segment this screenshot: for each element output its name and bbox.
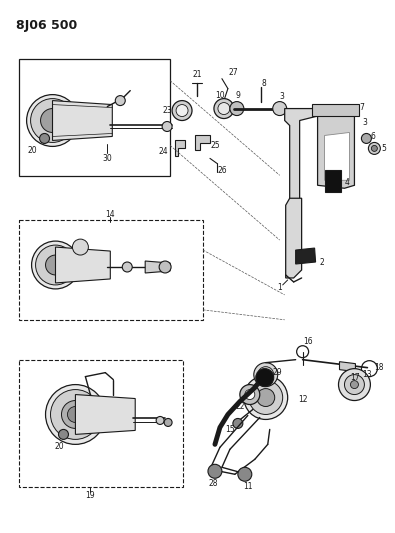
Circle shape	[214, 99, 234, 118]
Circle shape	[361, 133, 371, 143]
Text: 10: 10	[215, 91, 225, 100]
Text: 3: 3	[279, 92, 284, 101]
Text: 3: 3	[362, 118, 367, 127]
Bar	[19, 220, 203, 320]
Text: 29: 29	[273, 368, 282, 377]
Text: 9: 9	[235, 91, 240, 100]
Circle shape	[240, 385, 260, 405]
Circle shape	[369, 142, 380, 155]
Polygon shape	[175, 140, 185, 156]
Text: 8J06 500: 8J06 500	[16, 19, 77, 32]
Circle shape	[249, 381, 283, 415]
Circle shape	[218, 102, 230, 115]
Text: 30: 30	[102, 154, 112, 163]
Text: 7: 7	[359, 103, 364, 112]
Text: 5: 5	[381, 144, 386, 153]
Circle shape	[122, 262, 132, 272]
Circle shape	[257, 389, 275, 407]
Polygon shape	[325, 171, 342, 192]
Text: 1: 1	[277, 284, 282, 293]
Circle shape	[254, 362, 278, 386]
Text: 2: 2	[319, 257, 324, 266]
Circle shape	[62, 400, 89, 429]
Polygon shape	[195, 135, 210, 150]
Text: 20: 20	[28, 146, 38, 155]
Bar	[19, 360, 183, 487]
Circle shape	[344, 375, 365, 394]
Text: 8: 8	[261, 79, 266, 88]
Text: 11: 11	[243, 482, 252, 491]
Polygon shape	[286, 198, 302, 278]
Circle shape	[156, 416, 164, 424]
Circle shape	[245, 390, 255, 400]
Circle shape	[58, 430, 68, 439]
Text: 4: 4	[345, 178, 350, 187]
Circle shape	[26, 94, 79, 147]
Circle shape	[176, 104, 188, 117]
Circle shape	[68, 407, 83, 423]
Text: 16: 16	[303, 337, 312, 346]
Text: 13: 13	[363, 370, 372, 379]
Circle shape	[159, 261, 171, 273]
Polygon shape	[318, 106, 354, 188]
Circle shape	[72, 239, 88, 255]
Text: 22: 22	[235, 402, 245, 411]
Polygon shape	[339, 362, 356, 372]
Circle shape	[41, 109, 64, 133]
Circle shape	[339, 369, 371, 400]
Circle shape	[32, 241, 79, 289]
Text: 12: 12	[298, 395, 307, 404]
Text: 14: 14	[105, 209, 115, 219]
Polygon shape	[325, 133, 350, 180]
Polygon shape	[53, 101, 112, 140]
Text: 18: 18	[374, 363, 384, 372]
Text: 24: 24	[158, 147, 168, 156]
Polygon shape	[145, 261, 170, 273]
Bar	[19, 59, 170, 176]
Text: 20: 20	[55, 442, 64, 451]
Circle shape	[162, 122, 172, 132]
Text: 28: 28	[208, 479, 218, 488]
Text: 17: 17	[351, 373, 360, 382]
Circle shape	[256, 369, 274, 386]
Text: 23: 23	[162, 106, 172, 115]
Circle shape	[244, 376, 288, 419]
Text: 6: 6	[371, 132, 376, 141]
Circle shape	[164, 418, 172, 426]
Circle shape	[230, 102, 244, 116]
Circle shape	[40, 133, 49, 143]
Circle shape	[238, 467, 252, 481]
Text: 21: 21	[192, 70, 202, 79]
Circle shape	[172, 101, 192, 120]
Polygon shape	[285, 109, 320, 200]
Text: 19: 19	[86, 491, 95, 500]
Text: 15: 15	[225, 425, 235, 434]
Circle shape	[45, 255, 66, 275]
Circle shape	[208, 464, 222, 478]
Circle shape	[36, 245, 75, 285]
Polygon shape	[75, 394, 135, 434]
Circle shape	[51, 390, 100, 439]
Circle shape	[273, 102, 287, 116]
Polygon shape	[56, 247, 110, 283]
Circle shape	[115, 95, 125, 106]
Text: 25: 25	[210, 141, 220, 150]
Circle shape	[30, 99, 74, 142]
Circle shape	[371, 146, 377, 151]
Text: 26: 26	[217, 166, 227, 175]
Text: 27: 27	[228, 68, 238, 77]
Bar	[312, 103, 359, 116]
Circle shape	[258, 367, 274, 383]
Circle shape	[233, 418, 243, 429]
Polygon shape	[295, 248, 316, 264]
Circle shape	[45, 385, 105, 445]
Circle shape	[350, 381, 358, 389]
